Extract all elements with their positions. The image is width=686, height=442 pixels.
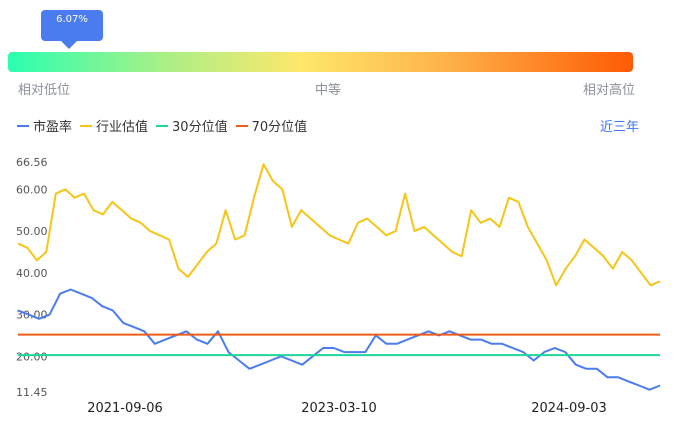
legend-swatch-industry: [80, 124, 93, 127]
legend-swatch-p70: [235, 124, 248, 127]
x-tick-label: 2023-03-10: [301, 401, 377, 416]
legend-label-p30: 30分位值: [172, 120, 228, 135]
y-tick-label: 20.00: [16, 350, 48, 363]
series-line: [17, 288, 661, 391]
legend-item-p30[interactable]: 30分位值: [156, 116, 228, 135]
chart-legend: 市盈率 行业估值 30分位值 70分位值: [17, 116, 315, 135]
legend-swatch-p30: [156, 124, 169, 127]
scale-low-label: 相对低位: [18, 83, 71, 98]
percentile-gradient-bar: [8, 52, 633, 72]
legend-label-p70: 70分位值: [251, 120, 308, 135]
y-tick-label: 40.00: [16, 267, 48, 280]
legend-item-industry[interactable]: 行业估值: [80, 116, 148, 135]
x-tick-label: 2024-09-03: [531, 401, 607, 416]
legend-swatch-pe: [17, 124, 29, 127]
scale-high-label: 相对高位: [583, 83, 636, 98]
legend-label-pe: 市盈率: [33, 120, 73, 135]
percentile-value: 6.07%: [56, 14, 88, 25]
series-line: [17, 163, 661, 287]
x-tick-label: 2021-09-06: [87, 401, 163, 416]
percentile-tooltip: 6.07%: [41, 10, 103, 41]
y-tick-label: 11.45: [16, 386, 48, 399]
y-tick-label: 66.56: [16, 156, 48, 169]
period-selector[interactable]: 近三年: [600, 120, 640, 135]
legend-item-p70[interactable]: 70分位值: [235, 116, 308, 135]
y-tick-label: 60.00: [16, 183, 48, 196]
legend-label-industry: 行业估值: [96, 120, 149, 135]
scale-mid-label: 中等: [315, 83, 342, 98]
y-tick-label: 50.00: [16, 225, 48, 238]
tooltip-pointer: [61, 41, 77, 49]
legend-item-pe[interactable]: 市盈率: [17, 116, 72, 135]
